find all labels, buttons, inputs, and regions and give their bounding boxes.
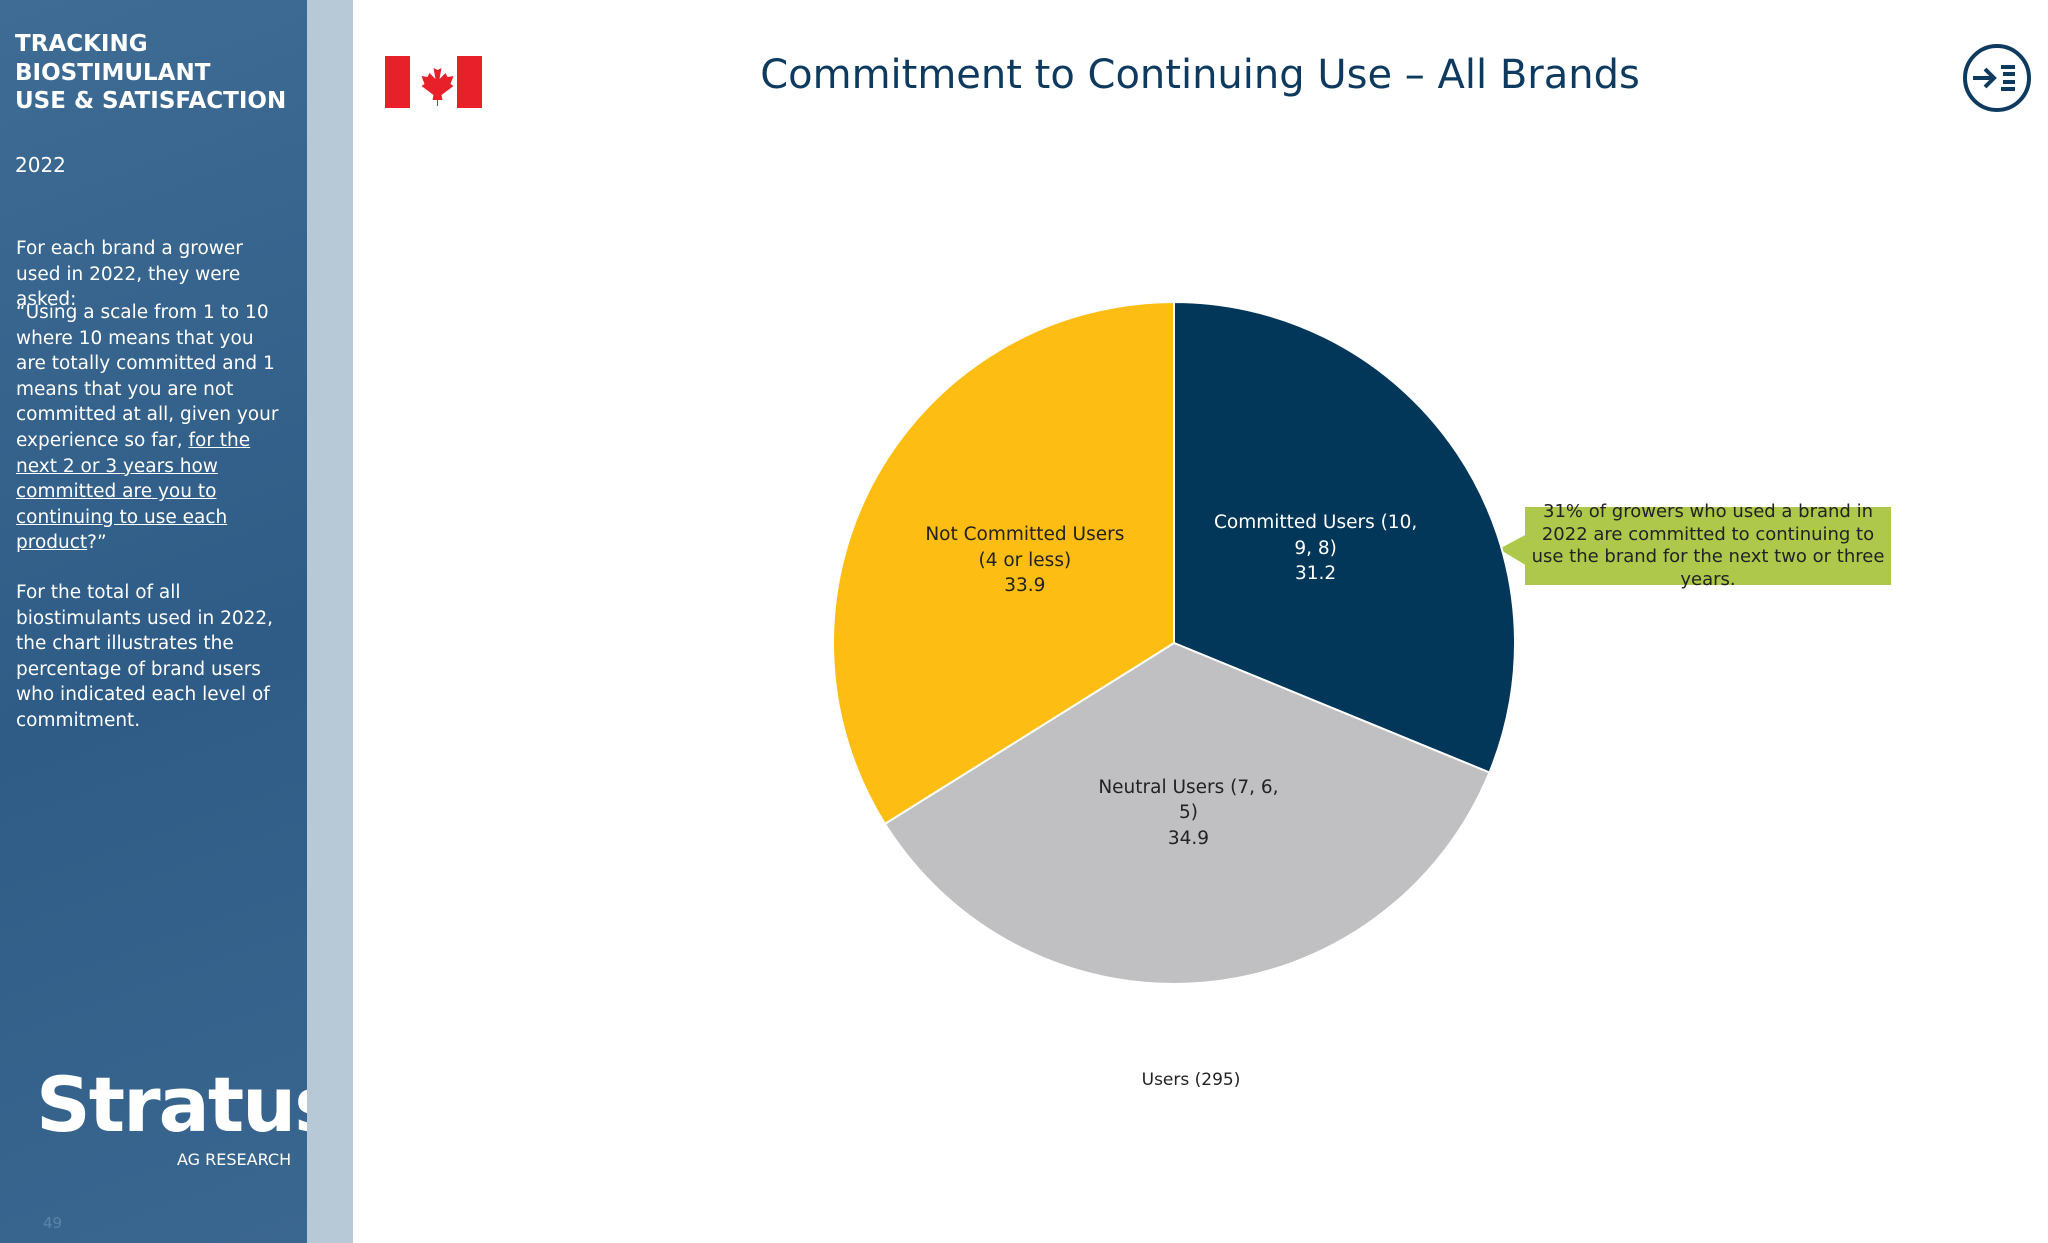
- slice-value: 34.9: [1167, 827, 1210, 849]
- title-line: TRACKING: [15, 31, 148, 57]
- question-emphasis: for the next 2 or 3 years how committed …: [16, 429, 251, 554]
- logo-sub: AG RESEARCH: [177, 1150, 292, 1169]
- nav-icon[interactable]: [1963, 44, 2031, 112]
- title-line: BIOSTIMULANT: [15, 59, 211, 86]
- slice-label: Neutral Users (7, 6, 5) 34.9: [1086, 775, 1291, 852]
- slice-value: 33.9: [1004, 575, 1046, 597]
- divider-strip: [307, 0, 353, 1243]
- slice-label: Committed Users (10, 9, 8) 31.2: [1213, 510, 1418, 587]
- pie-slice: [883, 641, 1491, 985]
- base-note: Users (295): [1141, 1070, 1241, 1090]
- callout: 31% of growers who used a brand in 2022 …: [1525, 501, 1891, 590]
- question-text: “Using a scale from 1 to 10 where 10 mea…: [16, 302, 279, 451]
- intro: For each brand a grower used in 2022, th…: [16, 238, 243, 311]
- chart-title: Commitment to Continuing Use – All Brand…: [760, 52, 1640, 98]
- sidebar-title: TRACKING BIOSTIMULANT USE & SATISFACTION: [15, 30, 286, 116]
- slice-category: Committed Users (10, 9, 8): [1213, 511, 1418, 559]
- sidebar: TRACKING BIOSTIMULANT USE & SATISFACTION…: [0, 0, 340, 1243]
- slice-category: Neutral Users (7, 6, 5): [1098, 776, 1279, 824]
- logo: Stratus: [36, 1060, 340, 1149]
- title-line: USE & SATISFACTION: [15, 88, 287, 114]
- year: 2022: [15, 153, 66, 177]
- explanation: For the total of all biostimulants used …: [16, 582, 274, 731]
- slice-label: Not Committed Users (4 or less) 33.9: [922, 522, 1127, 599]
- question-text: ?”: [87, 532, 107, 554]
- callout-pointer: [1499, 534, 1527, 566]
- question: “Using a scale from 1 to 10 where 10 mea…: [16, 300, 286, 556]
- slice-value: 31.2: [1295, 562, 1337, 584]
- pie-slice: [832, 300, 1175, 826]
- slice-category: Not Committed Users (4 or less): [925, 524, 1125, 571]
- page-number: 49: [43, 1214, 63, 1232]
- flag: [385, 56, 482, 108]
- pie-slice: [1173, 300, 1516, 774]
